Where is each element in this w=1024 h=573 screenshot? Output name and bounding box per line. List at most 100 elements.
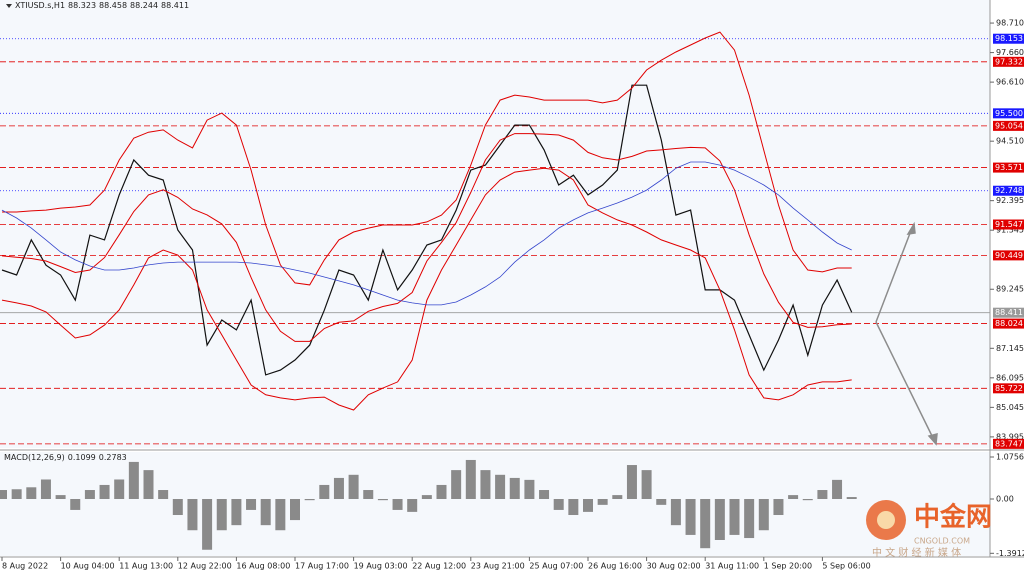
x-tick-label: 1 Sep 20:00 — [764, 562, 812, 571]
y-tick-label: 89.245 — [996, 285, 1024, 294]
level-label: 95.054 — [995, 121, 1023, 130]
watermark-title: 中金网 — [914, 502, 992, 533]
x-tick-label: 19 Aug 03:00 — [354, 562, 408, 571]
level-label-box — [993, 56, 1024, 67]
macd-bar — [216, 499, 227, 531]
level-label-box — [993, 108, 1024, 119]
series-line — [1, 84, 853, 376]
level-label: 88.411 — [995, 308, 1023, 317]
level-label: 98.153 — [995, 34, 1023, 43]
y-tick-label: 86.095 — [996, 373, 1024, 382]
macd-bar — [509, 477, 520, 500]
macd-y-tick-label: 0.00 — [996, 495, 1014, 504]
watermark-tagline: 中 文 财 经 新 媒 体 — [872, 546, 961, 559]
level-label-box — [993, 438, 1024, 449]
macd-bar — [832, 479, 843, 500]
ohlc-open: 88.323 — [68, 1, 97, 10]
macd-bar — [333, 477, 344, 500]
level-label: 88.024 — [995, 319, 1023, 328]
macd-bar — [773, 499, 784, 516]
menu-icon[interactable] — [6, 4, 12, 8]
macd-bar — [758, 499, 769, 531]
macd-bar — [465, 459, 476, 500]
forecast-arrows — [875, 221, 938, 446]
macd-bar — [128, 461, 139, 500]
macd-bar — [788, 495, 799, 500]
macd-bar — [0, 490, 7, 500]
macd-bar — [656, 499, 667, 505]
macd-bar — [246, 499, 257, 510]
y-tick-label: 94.510 — [996, 137, 1024, 146]
level-label: 90.449 — [995, 251, 1023, 260]
level-label-box — [993, 185, 1024, 196]
macd-label: MACD(12,26,9) — [4, 453, 65, 462]
macd-y-tick-label: -1.3912 — [996, 549, 1024, 558]
level-label: 92.748 — [995, 186, 1023, 195]
macd-bar — [714, 499, 725, 540]
level-label: 91.547 — [995, 220, 1023, 229]
macd-bar — [802, 499, 813, 501]
y-tick-label: 91.345 — [996, 226, 1024, 235]
macd-bar — [685, 499, 696, 535]
forecast-up — [875, 227, 913, 323]
macd-bar — [275, 499, 286, 531]
macd-bar — [26, 487, 37, 500]
x-tick-label: 16 Aug 08:00 — [236, 562, 290, 571]
level-label-box — [993, 162, 1024, 173]
macd-signal: 0.2783 — [98, 453, 127, 462]
ohlc-high: 88.458 — [99, 1, 128, 10]
watermark-url: CNGOLD.COM — [914, 537, 970, 546]
macd-bar — [377, 499, 388, 501]
x-tick-label: 22 Aug 12:00 — [412, 562, 466, 571]
arrow-head — [906, 221, 916, 235]
macd-y-tick-label: 1.0756 — [996, 453, 1024, 462]
level-label-box — [993, 307, 1024, 318]
macd-bar — [187, 499, 198, 531]
macd-bar — [495, 474, 506, 500]
watermark: 中金网 CNGOLD.COM 中 文 财 经 新 媒 体 — [866, 500, 992, 559]
macd-bar — [99, 484, 110, 500]
macd-bar — [143, 470, 154, 500]
macd-bar — [40, 479, 51, 500]
y-tick-label: 87.145 — [996, 344, 1024, 353]
x-tick-label: 26 Aug 16:00 — [588, 562, 642, 571]
macd-bar — [11, 489, 22, 500]
x-tick-label: 30 Aug 02:00 — [647, 562, 701, 571]
macd-panel — [0, 452, 990, 556]
x-tick-label: 12 Aug 22:00 — [178, 562, 232, 571]
series-line — [2, 31, 852, 286]
macd-bar — [70, 499, 81, 510]
macd-value: 0.1099 — [67, 453, 96, 462]
macd-bar — [524, 479, 535, 500]
forecast-down — [875, 321, 935, 441]
macd-bar — [114, 479, 125, 500]
x-tick-label: 5 Sep 06:00 — [822, 562, 870, 571]
macd-bar — [700, 499, 711, 549]
macd-bar — [363, 490, 374, 500]
x-tick-label: 11 Aug 13:00 — [119, 562, 173, 571]
series-line — [1, 167, 852, 411]
macd-bar — [539, 490, 550, 500]
macd-bar — [729, 499, 740, 535]
macd-bar — [846, 497, 857, 500]
macd-bar — [553, 499, 564, 510]
level-label: 83.747 — [995, 439, 1023, 448]
level-label-box — [993, 120, 1024, 131]
symbol: XTIUSD.s,H1 — [15, 1, 66, 10]
x-tick-label: 8 Aug 2022 — [2, 562, 48, 571]
ohlc-close: 88.411 — [161, 1, 190, 10]
watermark-logo — [877, 511, 895, 529]
level-label: 93.571 — [995, 163, 1023, 172]
macd-bar — [451, 470, 462, 500]
y-tick-label: 96.610 — [996, 78, 1024, 87]
macd-bar — [817, 490, 828, 500]
x-tick-label: 25 Aug 07:00 — [529, 562, 583, 571]
y-tick-label: 98.710 — [996, 19, 1024, 28]
level-label-box — [993, 383, 1024, 394]
macd-bar — [626, 465, 637, 500]
x-tick-label: 17 Aug 17:00 — [295, 562, 349, 571]
macd-bar — [260, 499, 271, 526]
macd-bar — [304, 499, 315, 501]
level-label-box — [993, 33, 1024, 44]
